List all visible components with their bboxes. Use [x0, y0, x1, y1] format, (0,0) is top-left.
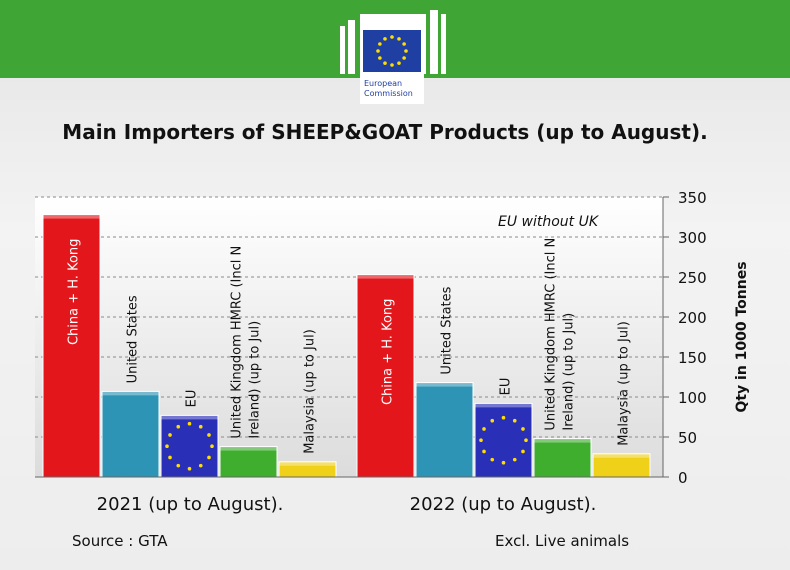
source-note: Source : GTA [72, 532, 168, 550]
eu-star [482, 427, 486, 431]
eu-star [168, 433, 172, 437]
eu-star [176, 424, 181, 429]
eu-star [482, 449, 486, 454]
group-label-2022: 2022 (up to August). [410, 494, 597, 515]
bar-china-h-kong-2021 [42, 214, 101, 478]
eu-star [187, 466, 192, 471]
y-tick-label-350: 350 [678, 189, 707, 207]
bar-china-h-kong-2022 [356, 274, 415, 478]
eu-star [512, 457, 517, 462]
series-label-malaysia-up-to-jul-2022: Malaysia (up to Jul) [617, 321, 632, 446]
y-tick-label-100: 100 [678, 389, 707, 407]
eu-star [198, 463, 203, 468]
eu-star [207, 433, 211, 437]
eu-star [168, 455, 172, 460]
y-tick-label-200: 200 [678, 309, 707, 327]
bar-united-states-2021 [101, 390, 160, 478]
eu-star [524, 438, 528, 443]
series-label-united-states-2021: United States [126, 295, 141, 383]
logo-text-line1: European [364, 79, 402, 88]
eu-star [521, 449, 525, 454]
logo-text-line2: Commission [364, 89, 413, 98]
eu-star [501, 460, 506, 465]
y-tick-label-250: 250 [678, 269, 707, 287]
eu-star [176, 463, 181, 468]
series-label-china-h-kong-2022: China + H. Kong [381, 299, 396, 405]
series-label-eu-2022: EU [499, 378, 514, 396]
series-label-malaysia-up-to-jul-2021: Malaysia (up to Jul) [303, 329, 318, 454]
bar-eu-2021 [160, 414, 219, 478]
excl-note: Excl. Live animals [495, 532, 630, 550]
series-label-eu-2021: EU [185, 390, 200, 408]
eu-star [207, 455, 211, 460]
european-commission-logo: European Commission [340, 10, 446, 104]
y-tick-label-300: 300 [678, 229, 707, 247]
group-label-2021: 2021 (up to August). [97, 494, 284, 515]
eu-star [198, 424, 203, 429]
eu-star [512, 418, 517, 423]
series-label-united-kingdom-hmrc-incl-n-ireland-up-to-jul-2021: United Kingdom HMRC (Incl N Ireland) (up … [230, 246, 263, 439]
eu-star [187, 421, 192, 426]
series-label-china-h-kong-2021: China + H. Kong [67, 239, 82, 345]
eu-star [490, 418, 495, 423]
bar-united-states-2022 [415, 382, 474, 478]
bar-united-kingdom-hmrc-incl-n-ireland-up-to-jul-2022 [533, 438, 592, 478]
series-label-united-kingdom-hmrc-incl-n-ireland-up-to-jul-2022: United Kingdom HMRC (Incl N Ireland) (up … [544, 238, 577, 431]
eu-star [479, 438, 483, 443]
bar-eu-2022 [474, 402, 533, 478]
annotation-eu-without-uk: EU without UK [498, 214, 600, 230]
y-tick-label-0: 0 [678, 469, 688, 487]
chart-title: Main Importers of SHEEP&GOAT Products (u… [62, 120, 708, 144]
bar-chart: China + H. Kong United States EU United Kin… [35, 189, 750, 515]
y-tick-label-150: 150 [678, 349, 707, 367]
bar-united-kingdom-hmrc-incl-n-ireland-up-to-jul-2021 [219, 446, 278, 478]
series-label-united-states-2022: United States [440, 286, 455, 374]
eu-star [165, 444, 169, 449]
eu-star [490, 457, 495, 462]
y-tick-label-50: 50 [678, 429, 697, 447]
eu-star [521, 427, 525, 431]
eu-star [210, 444, 214, 449]
y-axis-label: Qty in 1000 Tonnes [734, 261, 750, 412]
eu-star [501, 415, 506, 420]
